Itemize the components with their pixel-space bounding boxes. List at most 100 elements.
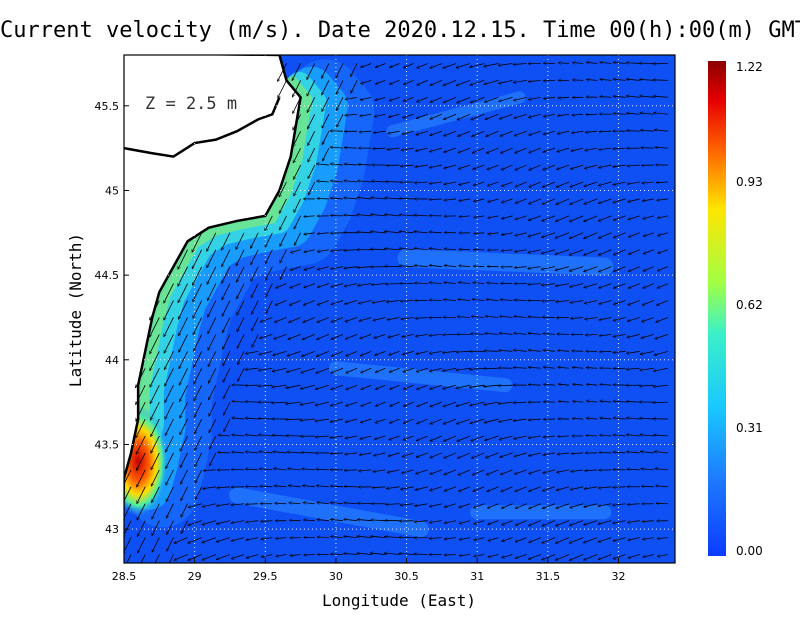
velocity-arrow bbox=[220, 232, 231, 251]
velocity-arrow bbox=[164, 418, 174, 436]
velocity-arrow bbox=[501, 503, 513, 509]
velocity-arrow bbox=[370, 231, 386, 232]
velocity-arrow bbox=[459, 249, 471, 250]
velocity-arrow bbox=[528, 419, 541, 420]
velocity-arrow bbox=[370, 536, 386, 537]
velocity-arrow bbox=[178, 351, 188, 369]
velocity-arrow bbox=[471, 452, 485, 458]
velocity-arrow bbox=[285, 419, 301, 420]
velocity-arrow bbox=[499, 113, 513, 119]
velocity-arrow bbox=[612, 148, 626, 149]
velocity-arrow bbox=[330, 401, 344, 406]
speed-band-3 bbox=[124, 76, 313, 487]
velocity-arrow bbox=[528, 385, 541, 386]
velocity-arrow bbox=[626, 79, 640, 80]
velocity-arrow bbox=[259, 334, 273, 338]
velocity-arrow bbox=[499, 96, 513, 101]
velocity-arrow bbox=[484, 351, 499, 352]
velocity-arrow bbox=[655, 486, 668, 487]
velocity-arrow bbox=[415, 164, 428, 167]
velocity-arrow bbox=[389, 367, 400, 372]
velocity-arrow bbox=[192, 334, 203, 351]
colorbar-tick-label: 0.93 bbox=[736, 175, 763, 189]
velocity-arrow bbox=[472, 164, 485, 169]
velocity-arrow bbox=[456, 351, 471, 352]
velocity-arrow bbox=[459, 537, 471, 540]
velocity-arrow bbox=[289, 503, 301, 504]
velocity-arrow bbox=[344, 164, 358, 165]
velocity-arrow bbox=[430, 96, 443, 102]
velocity-arrow bbox=[443, 300, 457, 301]
velocity-arrow bbox=[374, 435, 386, 439]
velocity-arrow bbox=[290, 249, 301, 253]
velocity-arrow bbox=[514, 300, 527, 301]
velocity-arrow bbox=[456, 80, 471, 85]
velocity-arrow bbox=[569, 520, 584, 526]
velocity-arrow bbox=[414, 231, 428, 232]
velocity-arrow bbox=[216, 554, 231, 560]
velocity-arrow bbox=[443, 435, 457, 441]
velocity-arrow bbox=[287, 452, 301, 453]
velocity-arrow bbox=[278, 198, 287, 214]
velocity-arrow bbox=[414, 248, 428, 249]
velocity-arrow bbox=[389, 96, 400, 101]
velocity-arrow bbox=[444, 538, 457, 540]
velocity-arrow bbox=[193, 368, 203, 384]
velocity-arrow bbox=[642, 198, 654, 201]
velocity-arrow bbox=[274, 503, 287, 504]
velocity-arrow bbox=[178, 385, 188, 402]
velocity-arrow bbox=[124, 486, 132, 505]
velocity-arrow bbox=[613, 452, 626, 453]
velocity-arrow bbox=[194, 469, 203, 484]
velocity-arrow bbox=[570, 300, 584, 303]
velocity-arrow bbox=[459, 266, 471, 267]
velocity-arrow bbox=[443, 63, 457, 68]
velocity-arrow bbox=[330, 266, 344, 269]
velocity-arrow bbox=[403, 63, 414, 67]
velocity-arrow bbox=[557, 130, 570, 134]
velocity-arrow bbox=[164, 435, 174, 452]
velocity-arrow bbox=[470, 334, 485, 335]
velocity-arrow bbox=[598, 232, 612, 239]
colorbar-tick-label: 0.31 bbox=[736, 421, 763, 435]
velocity-arrow bbox=[206, 249, 217, 268]
velocity-arrow bbox=[151, 537, 160, 553]
velocity-arrow bbox=[276, 554, 287, 557]
velocity-arrow bbox=[245, 469, 259, 470]
velocity-arrow bbox=[149, 401, 160, 420]
velocity-arrow bbox=[557, 453, 570, 454]
velocity-arrow bbox=[626, 401, 640, 402]
velocity-arrow bbox=[250, 300, 259, 315]
velocity-arrow bbox=[472, 299, 485, 300]
velocity-arrow bbox=[486, 147, 499, 153]
velocity-arrow bbox=[124, 503, 132, 521]
velocity-arrow bbox=[193, 351, 203, 368]
x-tick-label: 29.5 bbox=[253, 570, 278, 583]
y-tick-label: 44.5 bbox=[95, 269, 120, 282]
velocity-arrow bbox=[626, 368, 640, 369]
velocity-arrow bbox=[459, 520, 471, 524]
velocity-arrow bbox=[344, 148, 358, 149]
velocity-arrow bbox=[557, 350, 570, 351]
velocity-arrow bbox=[459, 503, 471, 508]
velocity-arrow bbox=[275, 300, 287, 306]
velocity-arrow bbox=[458, 299, 471, 300]
velocity-arrow bbox=[374, 334, 386, 338]
velocity-arrow bbox=[345, 96, 358, 99]
velocity-arrow bbox=[316, 334, 330, 339]
velocity-arrow bbox=[389, 80, 400, 84]
velocity-arrow bbox=[542, 503, 556, 509]
velocity-arrow bbox=[613, 249, 626, 255]
velocity-arrow bbox=[321, 147, 330, 161]
velocity-arrow bbox=[416, 367, 428, 372]
velocity-arrow bbox=[202, 486, 216, 489]
velocity-arrow bbox=[598, 266, 612, 272]
velocity-arrow bbox=[279, 266, 287, 280]
y-tick-label: 44 bbox=[105, 354, 119, 367]
velocity-arrow bbox=[358, 470, 372, 471]
plot-frame bbox=[123, 54, 676, 564]
velocity-arrow bbox=[639, 418, 654, 419]
velocity-arrow bbox=[403, 401, 414, 406]
velocity-arrow bbox=[640, 350, 654, 354]
velocity-arrow bbox=[613, 283, 626, 289]
